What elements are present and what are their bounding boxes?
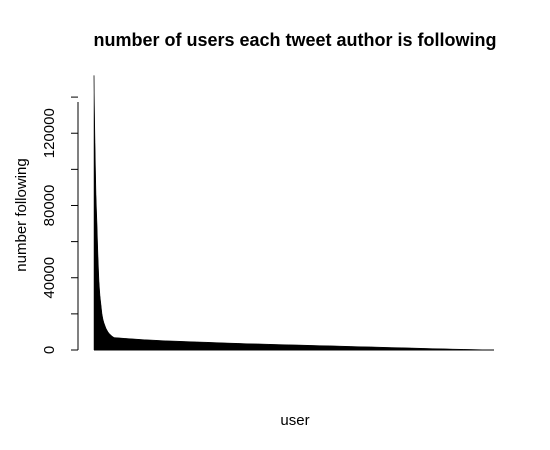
- y-tick-label: 0: [41, 346, 58, 354]
- y-tick-label: 80000: [41, 185, 58, 227]
- series-area: [93, 75, 495, 351]
- y-axis: 0 40000 80000 120000: [41, 96, 79, 354]
- y-tick-label: 40000: [41, 257, 58, 299]
- chart-title: number of users each tweet author is fol…: [93, 30, 497, 50]
- y-tick-label: 120000: [41, 108, 58, 158]
- x-axis-label: user: [280, 412, 310, 429]
